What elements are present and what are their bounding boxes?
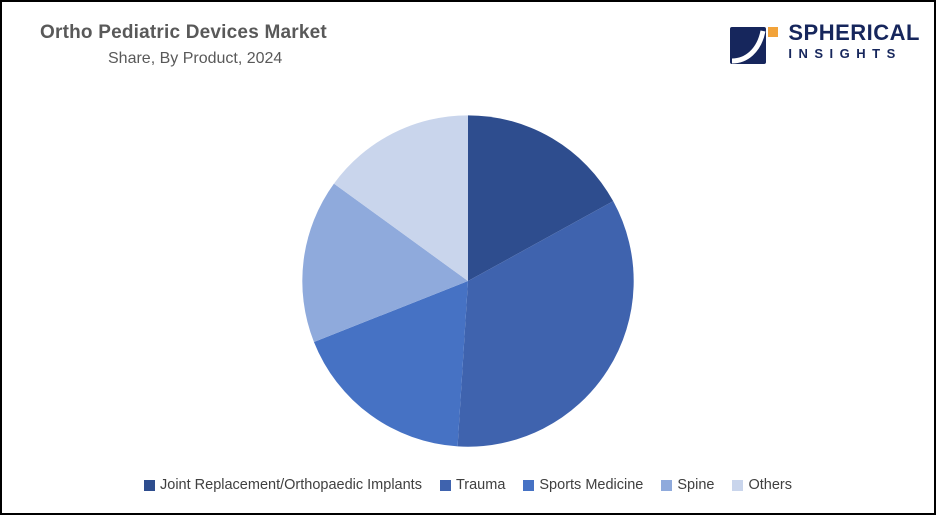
legend-item: Spine bbox=[661, 477, 714, 493]
pie-chart bbox=[302, 114, 634, 447]
pie-slice-2 bbox=[457, 200, 634, 447]
legend-label: Joint Replacement/Orthopaedic Implants bbox=[160, 477, 422, 493]
logo-text-secondary: INSIGHTS bbox=[788, 46, 902, 62]
pie-slice-3 bbox=[313, 280, 468, 446]
legend-swatch bbox=[661, 479, 673, 491]
legend-label: Sports Medicine bbox=[539, 477, 644, 493]
pie-slice-4 bbox=[302, 183, 468, 342]
legend-item: Others bbox=[732, 477, 792, 493]
legend-swatch bbox=[523, 479, 535, 491]
pie-slice-1 bbox=[468, 114, 614, 281]
chart-subtitle: Share, By Product, 2024 bbox=[108, 50, 283, 67]
legend-label: Spine bbox=[677, 477, 715, 493]
logo-text-primary: SPHERICAL bbox=[788, 20, 920, 46]
legend-item: Sports Medicine bbox=[523, 477, 643, 493]
chart-title: Ortho Pediatric Devices Market bbox=[40, 22, 327, 43]
title-block: Ortho Pediatric Devices Market Share, By… bbox=[40, 14, 327, 68]
chart-header: Ortho Pediatric Devices Market Share, By… bbox=[2, 2, 934, 90]
legend-swatch bbox=[732, 479, 744, 491]
logo-icon bbox=[730, 27, 779, 64]
legend-label: Trauma bbox=[455, 477, 506, 493]
legend-item: Joint Replacement/Orthopaedic Implants bbox=[144, 477, 422, 493]
chart-area bbox=[2, 90, 934, 471]
spherical-insights-logo: SPHERICAL INSIGHTS bbox=[729, 14, 920, 66]
legend-label: Others bbox=[748, 477, 792, 493]
legend: Joint Replacement/Orthopaedic Implants Tr… bbox=[2, 471, 934, 513]
legend-swatch bbox=[144, 479, 156, 491]
legend-swatch bbox=[439, 479, 451, 491]
pie-slice-5 bbox=[333, 114, 468, 281]
legend-item: Trauma bbox=[439, 477, 506, 493]
logo-text: SPHERICAL INSIGHTS bbox=[788, 21, 920, 61]
